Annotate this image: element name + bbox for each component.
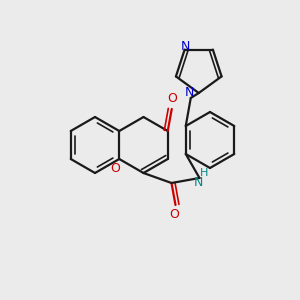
Text: O: O	[169, 208, 179, 220]
Text: N: N	[194, 176, 203, 190]
Text: O: O	[167, 92, 177, 106]
Text: N: N	[181, 40, 190, 53]
Text: H: H	[200, 168, 209, 178]
Text: O: O	[110, 161, 120, 175]
Text: N: N	[185, 86, 194, 100]
